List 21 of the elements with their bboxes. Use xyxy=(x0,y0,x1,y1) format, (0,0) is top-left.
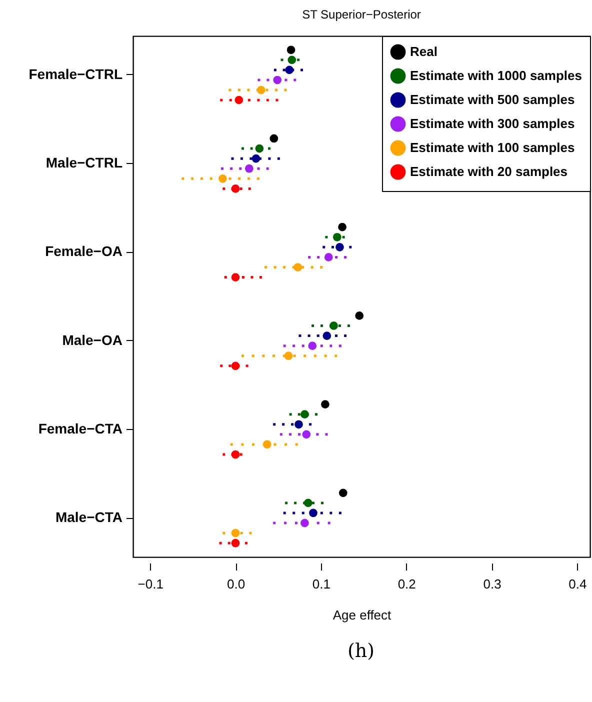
y-tick-label: Female−CTRL xyxy=(28,66,123,82)
legend-label: Estimate with 20 samples xyxy=(410,164,568,179)
chart-title: ST Superior−Posterior xyxy=(302,8,421,22)
x-tick-label: −0.1 xyxy=(138,576,164,592)
legend-label: Estimate with 300 samples xyxy=(410,116,575,131)
x-axis-title: Age effect xyxy=(332,608,392,622)
x-tick-label: 0.1 xyxy=(312,576,330,592)
y-tick-label: Male−CTA xyxy=(55,509,122,526)
x-tick-label: 0.3 xyxy=(483,576,502,592)
x-tick-label: 0.0 xyxy=(226,576,246,592)
text: (h) xyxy=(346,640,376,662)
legend-label: Real xyxy=(410,44,438,59)
x-tick-label: 0.4 xyxy=(568,576,587,592)
y-tick-label: Female−CTA xyxy=(38,420,122,436)
x-tick-label: 0.2 xyxy=(398,576,416,592)
legend-label: Estimate with 1000 samples xyxy=(410,68,582,83)
y-tick-label: Female−OA xyxy=(45,243,122,260)
legend-label: Estimate with 500 samples xyxy=(410,92,575,107)
y-tick-label: Male−CTRL xyxy=(46,154,123,171)
y-tick-label: Male−OA xyxy=(62,332,122,348)
legend-label: Estimate with 100 samples xyxy=(410,140,575,155)
